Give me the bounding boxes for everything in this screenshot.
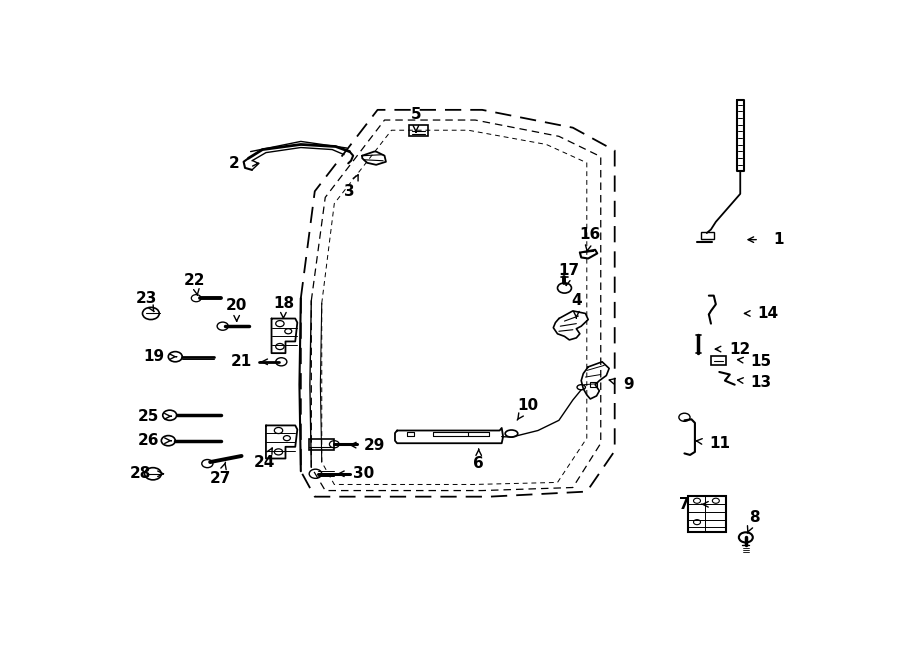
- Text: 10: 10: [517, 397, 538, 412]
- Text: 5: 5: [410, 108, 421, 122]
- Text: 4: 4: [571, 293, 581, 308]
- Text: 2: 2: [230, 156, 240, 171]
- Text: 6: 6: [473, 456, 484, 471]
- Text: 18: 18: [273, 295, 294, 311]
- Text: 13: 13: [751, 375, 771, 389]
- Text: 19: 19: [144, 349, 165, 364]
- Text: 23: 23: [135, 291, 157, 305]
- Text: 20: 20: [226, 298, 248, 313]
- Bar: [590, 382, 597, 387]
- Bar: [688, 496, 726, 532]
- Text: 17: 17: [559, 262, 580, 278]
- Text: 9: 9: [624, 377, 634, 392]
- Text: 15: 15: [751, 354, 771, 369]
- Text: 1: 1: [773, 232, 784, 247]
- Text: 30: 30: [353, 466, 374, 481]
- Text: 28: 28: [130, 466, 151, 481]
- Text: 7: 7: [680, 497, 689, 512]
- Text: 3: 3: [345, 184, 355, 199]
- Text: 12: 12: [730, 342, 751, 356]
- Bar: [409, 125, 428, 136]
- Bar: [701, 232, 714, 239]
- Bar: [711, 356, 726, 366]
- Text: 11: 11: [709, 436, 730, 451]
- Text: 24: 24: [254, 455, 275, 469]
- Text: 21: 21: [231, 354, 252, 369]
- Text: 27: 27: [210, 471, 231, 486]
- Text: 16: 16: [580, 227, 601, 242]
- Text: 26: 26: [138, 433, 159, 448]
- Text: 14: 14: [758, 306, 778, 321]
- Bar: [310, 439, 334, 450]
- Text: 22: 22: [184, 273, 205, 288]
- Text: 29: 29: [364, 438, 385, 453]
- Text: 8: 8: [749, 510, 760, 525]
- Text: 25: 25: [138, 408, 159, 424]
